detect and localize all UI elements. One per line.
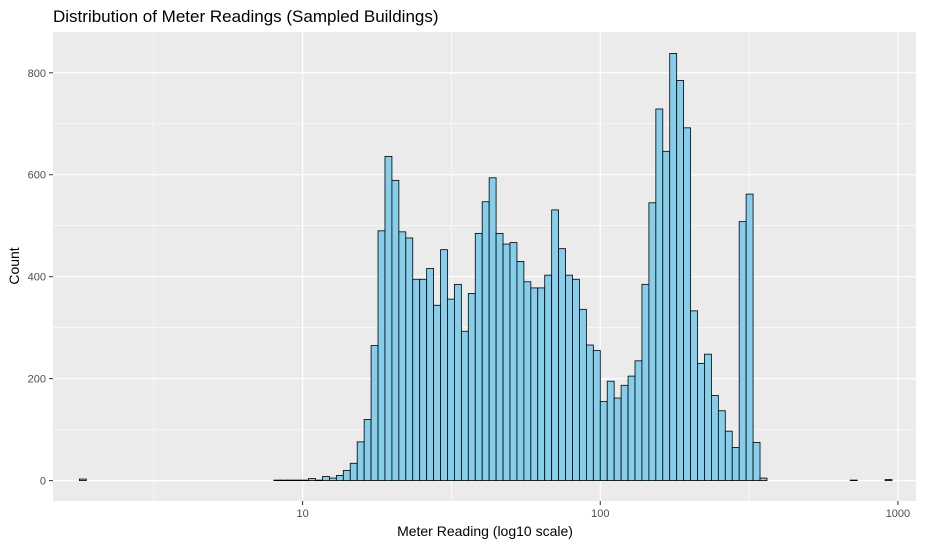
histogram-bar <box>474 232 483 482</box>
histogram-bar <box>440 249 448 482</box>
y-tick-label: 800 <box>28 68 46 80</box>
histogram-bar <box>301 479 309 482</box>
histogram-bar <box>724 430 733 482</box>
histogram-bar <box>322 476 330 482</box>
histogram-bar <box>669 53 678 482</box>
histogram-bar <box>315 479 323 482</box>
histogram-bar <box>579 308 587 482</box>
y-tick-label: 400 <box>28 272 46 284</box>
histogram-bar <box>717 410 726 482</box>
histogram-bar <box>419 278 428 482</box>
histogram-bar <box>676 80 685 482</box>
histogram-bar <box>641 283 650 482</box>
histogram-bar <box>78 478 87 482</box>
histogram-bar <box>634 360 643 482</box>
histogram-bar <box>662 150 671 482</box>
histogram-bar <box>426 268 434 482</box>
histogram-bar <box>551 209 560 482</box>
histogram-bar <box>433 304 441 482</box>
histogram-bar <box>759 477 768 482</box>
histogram-bar <box>648 202 657 482</box>
histogram-bar <box>329 477 337 482</box>
histogram-bar <box>405 237 414 482</box>
histogram-bar <box>738 221 747 482</box>
histogram-bar <box>683 127 691 482</box>
histogram-bar <box>572 278 580 482</box>
histogram-bar <box>509 242 518 482</box>
histogram-bar <box>398 231 407 482</box>
histogram-bar <box>690 310 698 482</box>
histogram-bars <box>78 53 893 482</box>
histogram-bar <box>370 345 379 482</box>
y-axis: 0 200 400 600 800 <box>28 68 53 488</box>
histogram-bar <box>273 479 282 482</box>
histogram-bar <box>467 293 476 482</box>
histogram-bar <box>585 344 594 482</box>
histogram-bar <box>460 330 469 482</box>
histogram-bar <box>704 353 712 482</box>
histogram-bar <box>447 298 455 482</box>
histogram-bar <box>294 479 303 482</box>
histogram-bar <box>613 397 622 482</box>
histogram-bar <box>599 401 608 482</box>
histogram-bar <box>454 283 462 482</box>
histogram-bar <box>349 462 358 482</box>
histogram-bar <box>412 278 421 482</box>
histogram-bar <box>481 201 490 482</box>
histogram-bar <box>530 287 539 482</box>
chart-title: Distribution of Meter Readings (Sampled … <box>53 7 439 26</box>
histogram-bar <box>523 281 532 482</box>
histogram-bar <box>620 384 629 482</box>
histogram-bar <box>606 380 615 482</box>
histogram-bar <box>502 243 511 482</box>
histogram-bar <box>697 362 705 482</box>
histogram-bar <box>280 479 289 482</box>
y-tick-label: 200 <box>28 374 46 386</box>
histogram-bar <box>849 479 858 482</box>
histogram-bar <box>565 274 573 482</box>
histogram-bar <box>287 479 296 482</box>
histogram-bar <box>884 479 893 482</box>
histogram-bar <box>356 441 365 482</box>
x-tick-label: 10 <box>296 508 308 520</box>
y-axis-label: Count <box>6 247 22 284</box>
histogram-bar <box>308 478 316 482</box>
y-tick-label: 0 <box>40 476 46 488</box>
x-tick-label: 1000 <box>886 508 910 520</box>
histogram-bar <box>752 441 761 482</box>
x-axis-label: Meter Reading (log10 scale) <box>397 523 573 539</box>
histogram-bar <box>544 274 553 482</box>
histogram-bar <box>335 475 344 482</box>
histogram-bar <box>655 108 664 482</box>
histogram-bar <box>488 177 497 482</box>
histogram-bar <box>495 232 504 482</box>
histogram-bar <box>377 230 386 482</box>
histogram-bar <box>711 395 719 482</box>
histogram-bar <box>516 261 525 482</box>
histogram-bar <box>627 375 636 482</box>
histogram-bar <box>731 447 740 482</box>
histogram-bar <box>363 419 372 482</box>
histogram-bar <box>384 155 393 482</box>
x-axis: 10 100 1000 <box>296 501 910 520</box>
histogram-bar <box>391 179 400 482</box>
histogram-bar <box>537 287 546 482</box>
histogram-bar <box>342 470 351 482</box>
x-tick-label: 100 <box>591 508 609 520</box>
histogram-bar <box>558 248 566 482</box>
histogram-bar <box>592 350 601 482</box>
histogram-bar <box>745 193 754 482</box>
y-tick-label: 600 <box>28 170 46 182</box>
